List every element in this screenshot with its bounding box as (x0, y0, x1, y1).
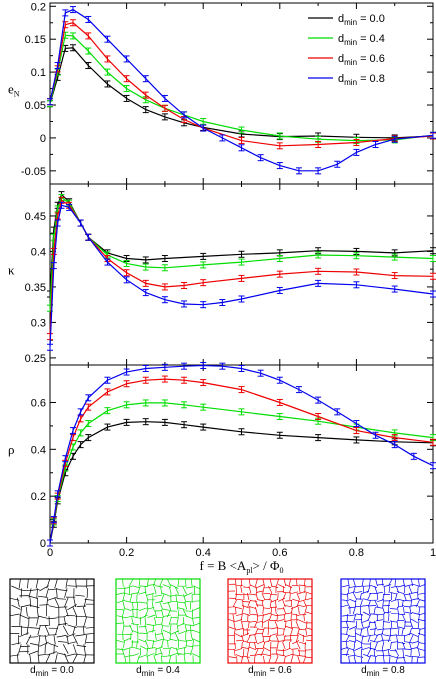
voronoi-cells (340, 578, 426, 664)
y-tick-label: 0.4 (31, 444, 46, 456)
legend-label-d0.4: dmin = 0.4 (338, 33, 385, 47)
voronoi-cells (9, 578, 95, 664)
chart-panel-2: 0.6 0.4 0.2 0 ρ 0 0.2 0.4 0.6 0.8 1 f = B <Apl> / Φ… (8, 361, 436, 575)
legend-label-d0.6: dmin = 0.6 (338, 53, 385, 67)
y-tick-label: 0.05 (25, 100, 46, 112)
series-line-d0.0 (49, 193, 434, 295)
voronoi-cells (227, 578, 313, 664)
series-line-d0.4 (49, 34, 434, 142)
x-tick-label: 0.2 (119, 547, 134, 559)
y-tick-label: 0.2 (31, 1, 46, 13)
y-tick-label: 0.15 (25, 34, 46, 46)
plot-frame (49, 183, 434, 366)
legend-label-d0.8: dmin = 0.8 (338, 73, 385, 87)
y-tick-label: -0.05 (21, 166, 46, 178)
y-tick-label: 0.45 (25, 211, 46, 223)
x-tick-label: 0.8 (349, 547, 364, 559)
x-axis-label: f = B <Apl> / Φ0 (200, 558, 284, 575)
x-tick-label: 1 (430, 547, 436, 559)
panel-caption: dmin = 0.8 (361, 665, 405, 678)
y-tick-label: 0.6 (31, 397, 46, 409)
y-axis-label: κ (8, 263, 15, 278)
voronoi-panel-d0.0: dmin = 0.0 (9, 578, 95, 678)
y-tick-label: 0.1 (31, 67, 46, 79)
y-tick-label: 0.4 (31, 246, 46, 258)
series-line-d0.8 (49, 8, 434, 172)
y-tick-label: 0.25 (25, 353, 46, 365)
y-axis-label: ρ (8, 442, 15, 457)
y-axis-label: eN (8, 82, 20, 99)
series-line-d0.8 (49, 204, 434, 348)
panel-caption: dmin = 0.4 (136, 665, 180, 678)
legend: dmin = 0.0 dmin = 0.4 dmin = 0.6 dmin = 0.8 (308, 13, 385, 87)
voronoi-panel-d0.8: dmin = 0.8 (340, 578, 426, 678)
y-tick-label: 0.3 (31, 317, 46, 329)
legend-label-d0.0: dmin = 0.0 (338, 13, 385, 27)
series-line-d0.4 (49, 196, 434, 309)
y-tick-label: 0 (40, 538, 46, 550)
x-tick-label: 0 (47, 547, 53, 559)
panel-frame (9, 578, 95, 664)
x-tick-label: 0.4 (196, 547, 211, 559)
series-line-d0.0 (49, 421, 434, 544)
voronoi-cells (115, 578, 201, 664)
y-tick-label: 0.35 (25, 282, 46, 294)
plot-frame (49, 2, 434, 185)
y-tick-label: 0 (40, 133, 46, 145)
series-line-d0.6 (49, 378, 434, 544)
panel-frame (227, 578, 313, 664)
panel-caption: dmin = 0.6 (248, 665, 292, 678)
voronoi-panel-d0.4: dmin = 0.4 (115, 578, 201, 678)
panel-frame (115, 578, 201, 664)
chart-panel-1: 0.45 0.4 0.35 0.3 0.25 κ (8, 183, 436, 366)
panel-caption: dmin = 0.0 (30, 665, 74, 678)
voronoi-panel-d0.6: dmin = 0.6 (227, 578, 313, 678)
y-tick-label: 0.2 (31, 491, 46, 503)
series-line-d0.6 (49, 199, 434, 337)
x-tick-label: 0.6 (272, 547, 287, 559)
